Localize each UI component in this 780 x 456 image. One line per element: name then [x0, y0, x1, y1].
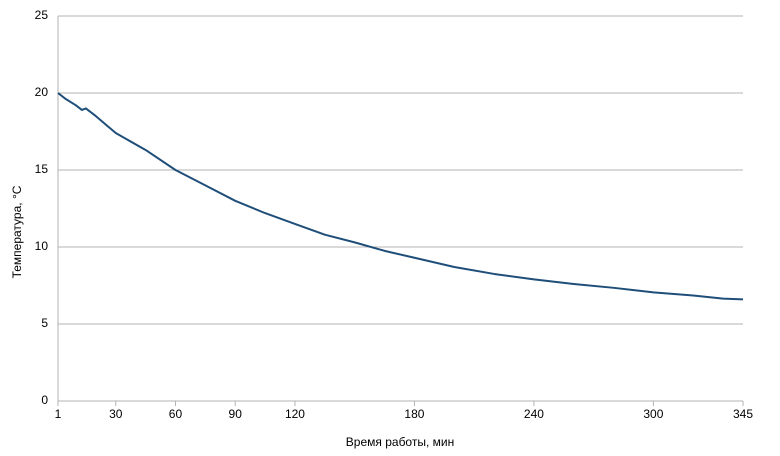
x-tick-label: 120 — [285, 407, 305, 421]
y-tick-label: 0 — [41, 393, 48, 407]
x-tick-label: 90 — [229, 407, 243, 421]
x-tick-label: 180 — [404, 407, 424, 421]
y-tick-label: 25 — [35, 8, 49, 22]
x-axis-label: Время работы, мин — [346, 435, 454, 449]
y-tick-label: 15 — [35, 162, 49, 176]
y-axis-label: Температура, °C — [10, 185, 24, 278]
line — [57, 92, 744, 301]
y-tick-label: 20 — [35, 85, 49, 99]
x-tick-label: 1 — [55, 407, 62, 421]
x-tick-label: 345 — [733, 407, 753, 421]
x-tick-label: 300 — [643, 407, 663, 421]
y-tick-label: 5 — [41, 316, 48, 330]
x-tick-label: 60 — [169, 407, 183, 421]
x-tick-label: 240 — [524, 407, 544, 421]
y-tick-label: 10 — [35, 239, 49, 253]
x-tick-label: 30 — [109, 407, 123, 421]
